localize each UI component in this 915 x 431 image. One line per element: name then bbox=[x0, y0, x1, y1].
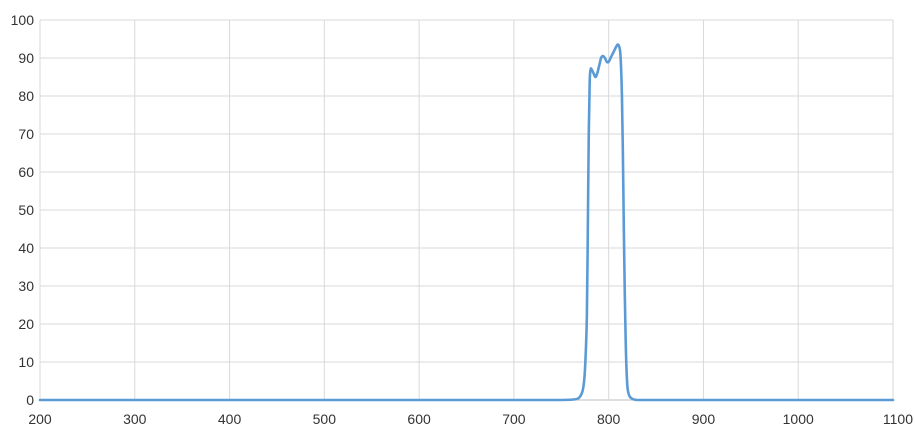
y-tick-label: 10 bbox=[18, 354, 34, 370]
y-tick-label: 80 bbox=[18, 88, 34, 104]
y-tick-label: 50 bbox=[18, 202, 34, 218]
x-tick-label: 900 bbox=[692, 411, 716, 427]
y-tick-label: 20 bbox=[18, 316, 34, 332]
x-tick-label: 300 bbox=[123, 411, 147, 427]
x-tick-label: 1100 bbox=[883, 411, 913, 427]
x-tick-label: 400 bbox=[218, 411, 242, 427]
x-tick-label: 600 bbox=[407, 411, 431, 427]
y-tick-label: 30 bbox=[18, 278, 34, 294]
y-tick-label: 40 bbox=[18, 240, 34, 256]
x-tick-label: 500 bbox=[313, 411, 337, 427]
y-tick-label: 70 bbox=[18, 126, 34, 142]
x-tick-label: 700 bbox=[502, 411, 526, 427]
y-tick-label: 90 bbox=[18, 50, 34, 66]
x-tick-label: 200 bbox=[28, 411, 52, 427]
y-axis-tick-labels: 0 10 20 30 40 50 60 70 80 90 100 bbox=[11, 12, 35, 408]
transmission-curve-line bbox=[38, 43, 895, 402]
x-tick-label: 800 bbox=[597, 411, 621, 427]
series-lines bbox=[38, 43, 895, 402]
x-tick-label: 1000 bbox=[783, 411, 814, 427]
y-tick-label: 0 bbox=[26, 392, 34, 408]
y-tick-label: 100 bbox=[11, 12, 35, 28]
y-tick-label: 60 bbox=[18, 164, 34, 180]
gridlines bbox=[39, 19, 894, 401]
x-axis-tick-labels: 200 300 400 500 600 700 800 900 1000 1100 bbox=[28, 411, 913, 427]
